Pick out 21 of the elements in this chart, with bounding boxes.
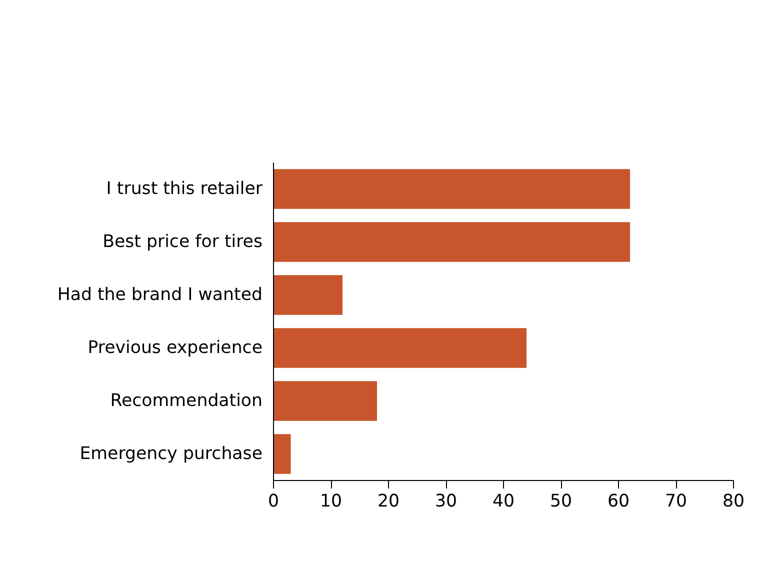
bar <box>274 381 377 421</box>
bar <box>274 169 630 209</box>
bar <box>274 434 291 474</box>
y-tick-label: Emergency purchase <box>80 444 263 464</box>
x-tick-label: 30 <box>434 492 458 512</box>
x-tick-label: 20 <box>377 492 400 512</box>
y-tick-label: Previous experience <box>88 338 262 358</box>
x-tick-label: 60 <box>607 492 630 512</box>
y-tick-label: Had the brand I wanted <box>57 285 263 305</box>
x-tick-label: 0 <box>268 492 280 512</box>
bar <box>274 328 526 368</box>
x-tick-label: 70 <box>664 492 688 512</box>
x-tick-label: 50 <box>550 492 572 512</box>
x-tick-label: 40 <box>492 492 515 512</box>
bar <box>274 275 342 315</box>
x-tick-label: 80 <box>722 492 745 512</box>
y-tick-label: Recommendation <box>110 391 262 411</box>
x-tick-label: 10 <box>320 492 342 512</box>
y-tick-label: I trust this retailer <box>106 179 264 199</box>
bar <box>274 222 630 262</box>
y-tick-label: Best price for tires <box>102 232 263 252</box>
